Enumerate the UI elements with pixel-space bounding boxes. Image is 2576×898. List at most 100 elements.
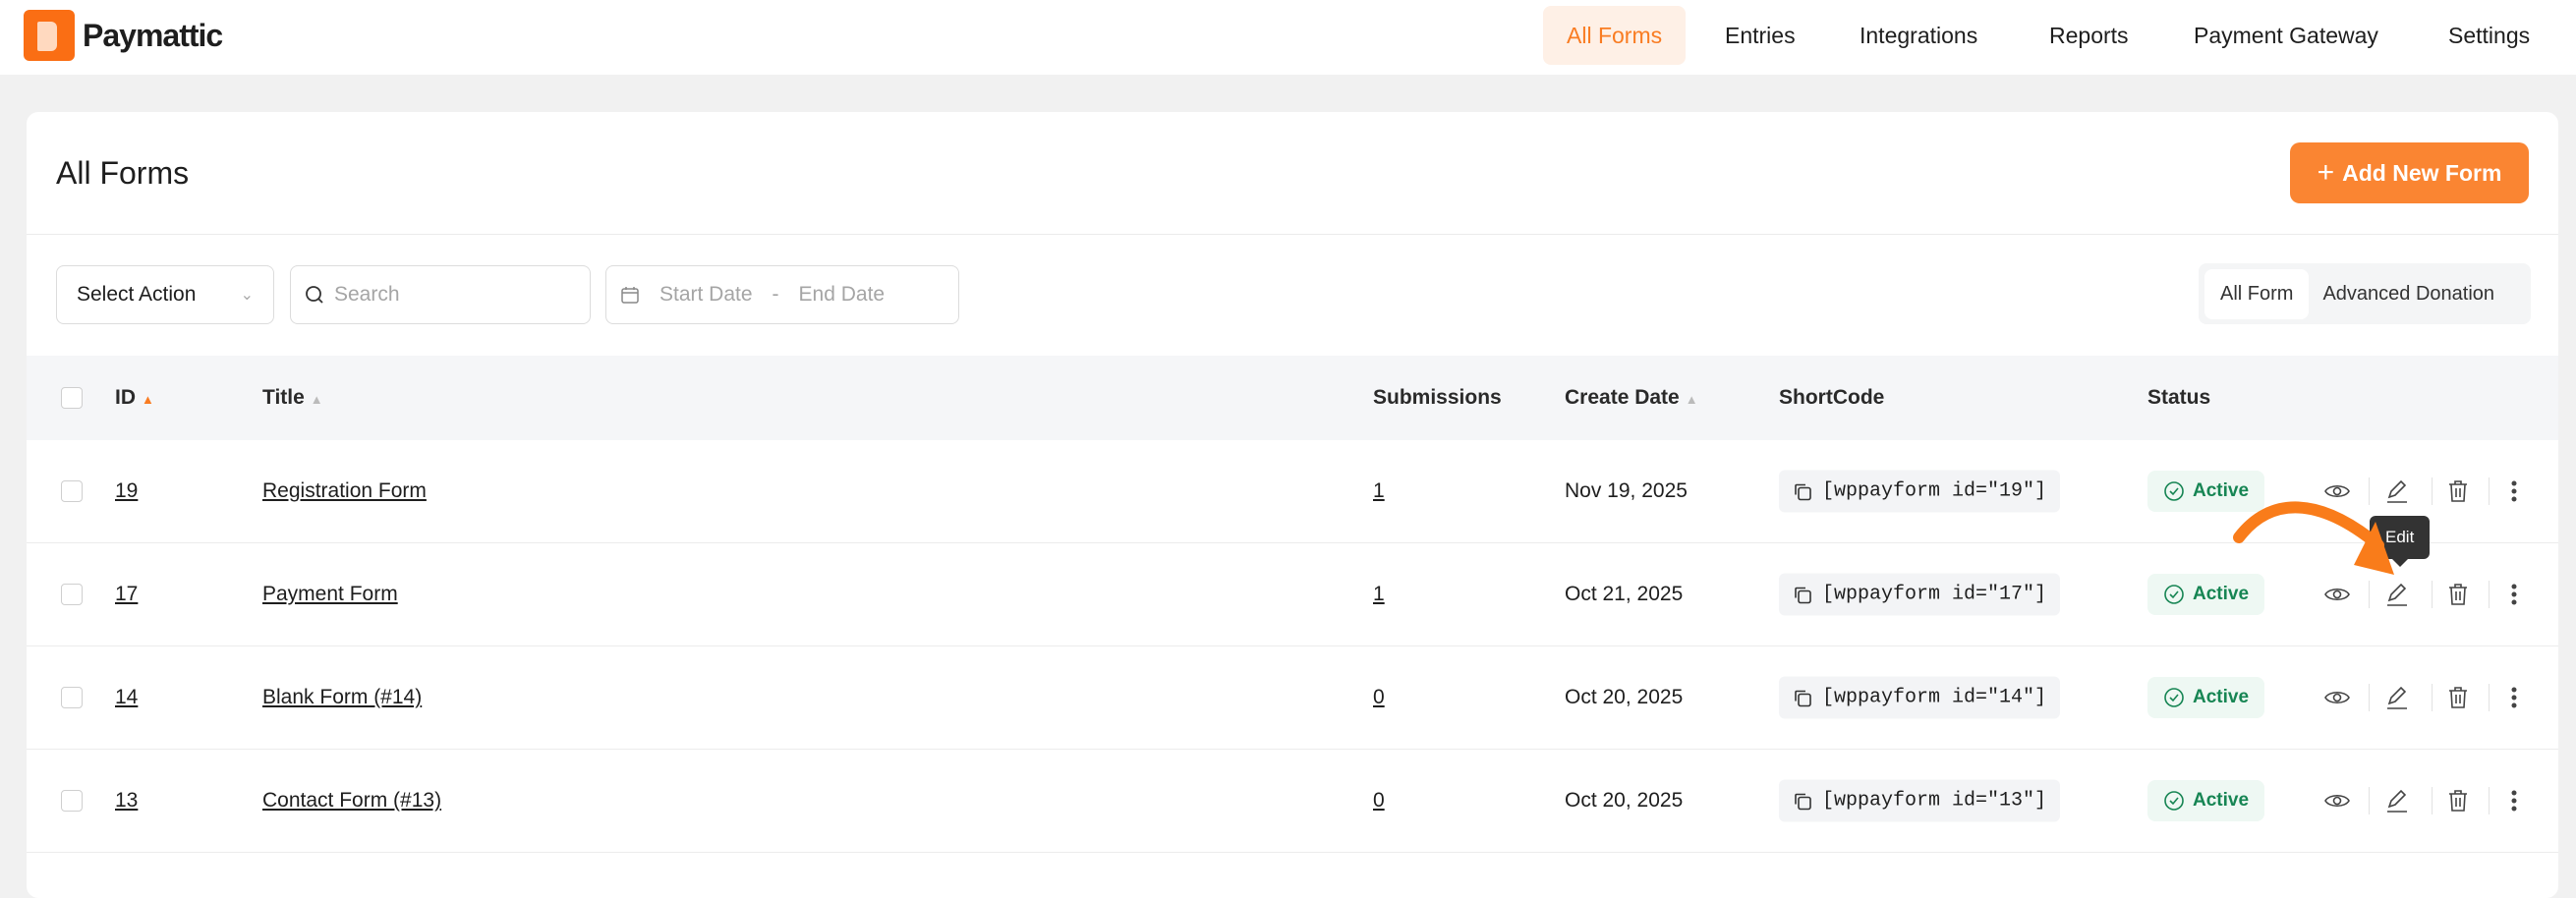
trash-icon[interactable] (2448, 789, 2468, 813)
search-input[interactable]: Search (290, 265, 591, 324)
divider (2369, 787, 2370, 814)
edit-pencil-icon[interactable] (2385, 478, 2409, 504)
shortcode-copy[interactable]: [wppayform id="19"] (1779, 470, 2061, 513)
check-circle-icon (2164, 481, 2184, 501)
trash-icon[interactable] (2448, 686, 2468, 709)
form-title-link[interactable]: Payment Form (262, 583, 398, 605)
copy-icon (1795, 587, 1811, 603)
check-circle-icon (2164, 688, 2184, 707)
start-date-input[interactable]: Start Date (659, 283, 753, 306)
more-options-icon[interactable] (2511, 584, 2517, 605)
shortcode-copy[interactable]: [wppayform id="17"] (1779, 573, 2061, 616)
copy-icon (1795, 690, 1811, 706)
form-id-link[interactable]: 13 (115, 789, 139, 812)
shortcode-copy[interactable]: [wppayform id="14"] (1779, 676, 2061, 719)
sort-icon: ▲ (1685, 392, 1698, 407)
submissions-link[interactable]: 1 (1373, 583, 1385, 605)
nav-reports[interactable]: Reports (2049, 22, 2129, 48)
header-title[interactable]: Title ▲ (262, 386, 323, 409)
create-date: Nov 19, 2025 (1565, 479, 1688, 502)
nav-payment-gateway[interactable]: Payment Gateway (2194, 22, 2378, 48)
calendar-icon (621, 287, 639, 304)
form-id-link[interactable]: 14 (115, 686, 139, 708)
table-row: 13 Contact Form (#13) 0 Oct 20, 2025 [wp… (27, 750, 2558, 853)
divider (2369, 581, 2370, 608)
row-checkbox[interactable] (61, 480, 83, 502)
status-badge: Active (2147, 574, 2265, 615)
edit-pencil-icon[interactable] (2385, 685, 2409, 710)
sort-icon: ▲ (310, 392, 323, 407)
status-text: Active (2193, 480, 2250, 501)
search-placeholder: Search (334, 283, 400, 306)
more-options-icon[interactable] (2511, 480, 2517, 502)
search-icon (306, 286, 323, 304)
select-action-label: Select Action (77, 283, 197, 306)
divider (2432, 581, 2433, 608)
shortcode-text: [wppayform id="14"] (1822, 686, 2047, 709)
shortcode-copy[interactable]: [wppayform id="13"] (1779, 779, 2061, 822)
divider (2432, 684, 2433, 711)
submissions-link[interactable]: 0 (1373, 789, 1385, 812)
header-id[interactable]: ID ▲︎ (115, 386, 154, 409)
divider (2369, 477, 2370, 505)
divider (27, 234, 2558, 235)
select-action-dropdown[interactable]: Select Action ⌄ (56, 265, 274, 324)
date-range-picker[interactable]: Start Date - End Date (605, 265, 959, 324)
nav-integrations[interactable]: Integrations (1860, 22, 1978, 48)
end-date-input[interactable]: End Date (798, 283, 886, 306)
create-date: Oct 20, 2025 (1565, 789, 1684, 812)
check-circle-icon (2164, 791, 2184, 811)
eye-icon[interactable] (2324, 586, 2350, 603)
header-shortcode: ShortCode (1779, 386, 1885, 409)
select-all-checkbox[interactable] (61, 387, 83, 409)
plus-icon: + (2317, 156, 2335, 189)
table-row: 19 Registration Form 1 Nov 19, 2025 [wpp… (27, 440, 2558, 543)
eye-icon[interactable] (2324, 689, 2350, 706)
eye-icon[interactable] (2324, 792, 2350, 810)
add-new-form-button[interactable]: + Add New Form (2290, 142, 2529, 203)
header-create-date[interactable]: Create Date ▲ (1565, 386, 1698, 409)
brand-name: Paymattic (83, 18, 223, 53)
trash-icon[interactable] (2448, 479, 2468, 503)
form-id-link[interactable]: 19 (115, 479, 139, 502)
row-checkbox[interactable] (61, 790, 83, 812)
segment-advanced-donation[interactable]: Advanced Donation (2322, 282, 2495, 305)
table-header: ID ▲︎ Title ▲ Submissions Create Date ▲ Sho… (27, 356, 2558, 440)
submissions-link[interactable]: 1 (1373, 479, 1385, 502)
submissions-link[interactable]: 0 (1373, 686, 1385, 708)
date-separator: - (772, 283, 779, 306)
table-row: 14 Blank Form (#14) 0 Oct 20, 2025 [wppa… (27, 646, 2558, 750)
shortcode-text: [wppayform id="19"] (1822, 479, 2047, 503)
status-text: Active (2193, 687, 2250, 707)
table-row: 17 Payment Form 1 Oct 21, 2025 [wppayfor… (27, 543, 2558, 646)
eye-icon[interactable] (2324, 482, 2350, 500)
edit-pencil-icon[interactable] (2385, 582, 2409, 607)
nav-entries[interactable]: Entries (1725, 22, 1796, 48)
edit-pencil-icon[interactable] (2385, 788, 2409, 814)
check-circle-icon (2164, 585, 2184, 604)
segment-all-form[interactable]: All Form (2204, 268, 2310, 319)
row-checkbox[interactable] (61, 584, 83, 605)
form-id-link[interactable]: 17 (115, 583, 139, 605)
form-title-link[interactable]: Blank Form (#14) (262, 686, 423, 708)
more-options-icon[interactable] (2511, 790, 2517, 812)
copy-icon (1795, 793, 1811, 810)
sort-icon: ▲︎ (142, 392, 154, 407)
nav-all-forms[interactable]: All Forms (1543, 6, 1687, 65)
status-badge: Active (2147, 780, 2265, 821)
create-date: Oct 21, 2025 (1565, 583, 1684, 605)
page-title: All Forms (56, 155, 190, 191)
form-title-link[interactable]: Contact Form (#13) (262, 789, 442, 812)
shortcode-text: [wppayform id="13"] (1822, 789, 2047, 813)
form-title-link[interactable]: Registration Form (262, 479, 427, 502)
divider (2489, 581, 2490, 608)
nav-settings[interactable]: Settings (2448, 22, 2531, 48)
forms-card: All Forms + Add New Form Select Action ⌄ … (27, 112, 2558, 898)
divider (2489, 787, 2490, 814)
status-text: Active (2193, 790, 2250, 811)
row-checkbox[interactable] (61, 687, 83, 708)
more-options-icon[interactable] (2511, 687, 2517, 708)
copy-icon (1795, 483, 1811, 500)
annotation-arrow (2233, 501, 2394, 575)
trash-icon[interactable] (2448, 583, 2468, 606)
